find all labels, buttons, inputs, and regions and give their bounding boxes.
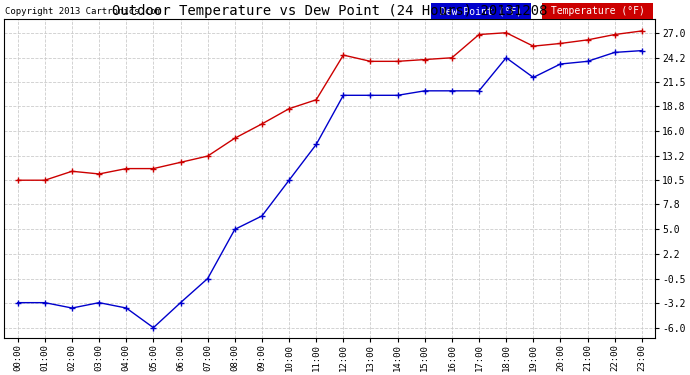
Text: Dew Point (°F): Dew Point (°F) — [434, 6, 528, 16]
Text: Copyright 2013 Cartronics.com: Copyright 2013 Cartronics.com — [5, 7, 161, 16]
Title: Outdoor Temperature vs Dew Point (24 Hours) 20131208: Outdoor Temperature vs Dew Point (24 Hou… — [112, 4, 548, 18]
Text: Temperature (°F): Temperature (°F) — [544, 6, 651, 16]
